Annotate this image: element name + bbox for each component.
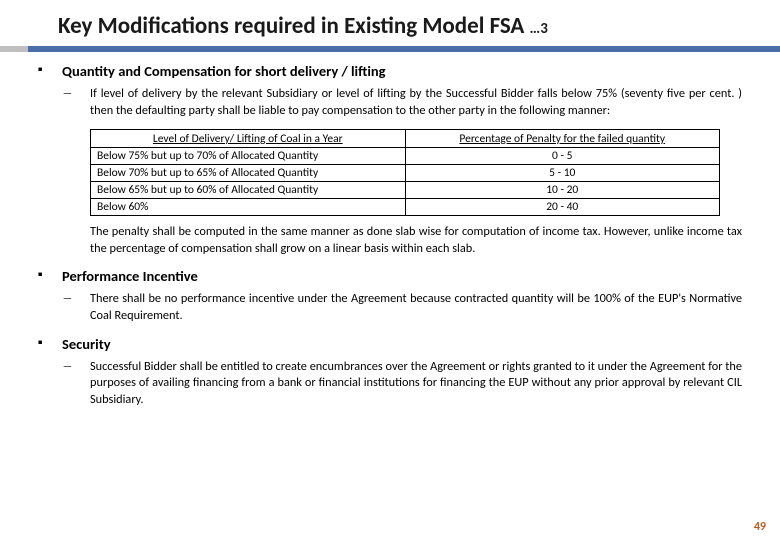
- table-row: Below 60% 20 - 40: [91, 199, 720, 216]
- slide-title: Key Modifications required in Existing M…: [58, 12, 530, 40]
- table-cell: Below 75% but up to 70% of Allocated Qua…: [91, 148, 406, 165]
- table-cell: Below 60%: [91, 199, 406, 216]
- sub-text: Successful Bidder shall be entitled to c…: [90, 359, 742, 409]
- sub-text: If level of delivery by the relevant Sub…: [90, 86, 742, 119]
- table-row: Below 70% but up to 65% of Allocated Qua…: [91, 165, 720, 182]
- title-rule: [0, 46, 780, 52]
- table-header: Level of Delivery/ Lifting of Coal in a …: [91, 130, 406, 148]
- section-quantity: ▪ Quantity and Compensation for short de…: [38, 62, 742, 125]
- dash-icon: ―: [62, 86, 90, 119]
- penalty-table: Level of Delivery/ Lifting of Coal in a …: [90, 129, 720, 216]
- table-cell: 0 - 5: [405, 148, 720, 165]
- table-row: Below 75% but up to 70% of Allocated Qua…: [91, 148, 720, 165]
- slide-title-block: Key Modifications required in Existing M…: [0, 0, 780, 44]
- sub-item: ― Successful Bidder shall be entitled to…: [62, 359, 742, 409]
- dash-icon: ―: [62, 291, 90, 324]
- table-cell: Below 70% but up to 65% of Allocated Qua…: [91, 165, 406, 182]
- table-cell: 20 - 40: [405, 199, 720, 216]
- table-header-row: Level of Delivery/ Lifting of Coal in a …: [91, 130, 720, 148]
- section-security: ▪ Security ― Successful Bidder shall be …: [38, 335, 742, 415]
- rule-left: [0, 46, 28, 52]
- section-heading: Quantity and Compensation for short deli…: [62, 62, 742, 80]
- table-cell: 10 - 20: [405, 182, 720, 199]
- dash-icon: ―: [62, 359, 90, 409]
- content-area: ▪ Quantity and Compensation for short de…: [0, 52, 780, 414]
- slide-title-suffix: …3: [530, 20, 548, 38]
- bullet-icon: ▪: [38, 267, 62, 330]
- sub-item: ― If level of delivery by the relevant S…: [62, 86, 742, 119]
- sub-item: ― There shall be no performance incentiv…: [62, 291, 742, 324]
- table-cell: 5 - 10: [405, 165, 720, 182]
- bullet-icon: ▪: [38, 335, 62, 415]
- page-number: 49: [754, 520, 766, 534]
- penalty-note: The penalty shall be computed in the sam…: [90, 224, 742, 257]
- sub-text: There shall be no performance incentive …: [90, 291, 742, 324]
- section-heading: Security: [62, 335, 742, 353]
- bullet-icon: ▪: [38, 62, 62, 125]
- section-heading: Performance Incentive: [62, 267, 742, 285]
- table-cell: Below 65% but up to 60% of Allocated Qua…: [91, 182, 406, 199]
- section-performance: ▪ Performance Incentive ― There shall be…: [38, 267, 742, 330]
- table-row: Below 65% but up to 60% of Allocated Qua…: [91, 182, 720, 199]
- rule-right: [28, 46, 780, 52]
- table-header: Percentage of Penalty for the failed qua…: [405, 130, 720, 148]
